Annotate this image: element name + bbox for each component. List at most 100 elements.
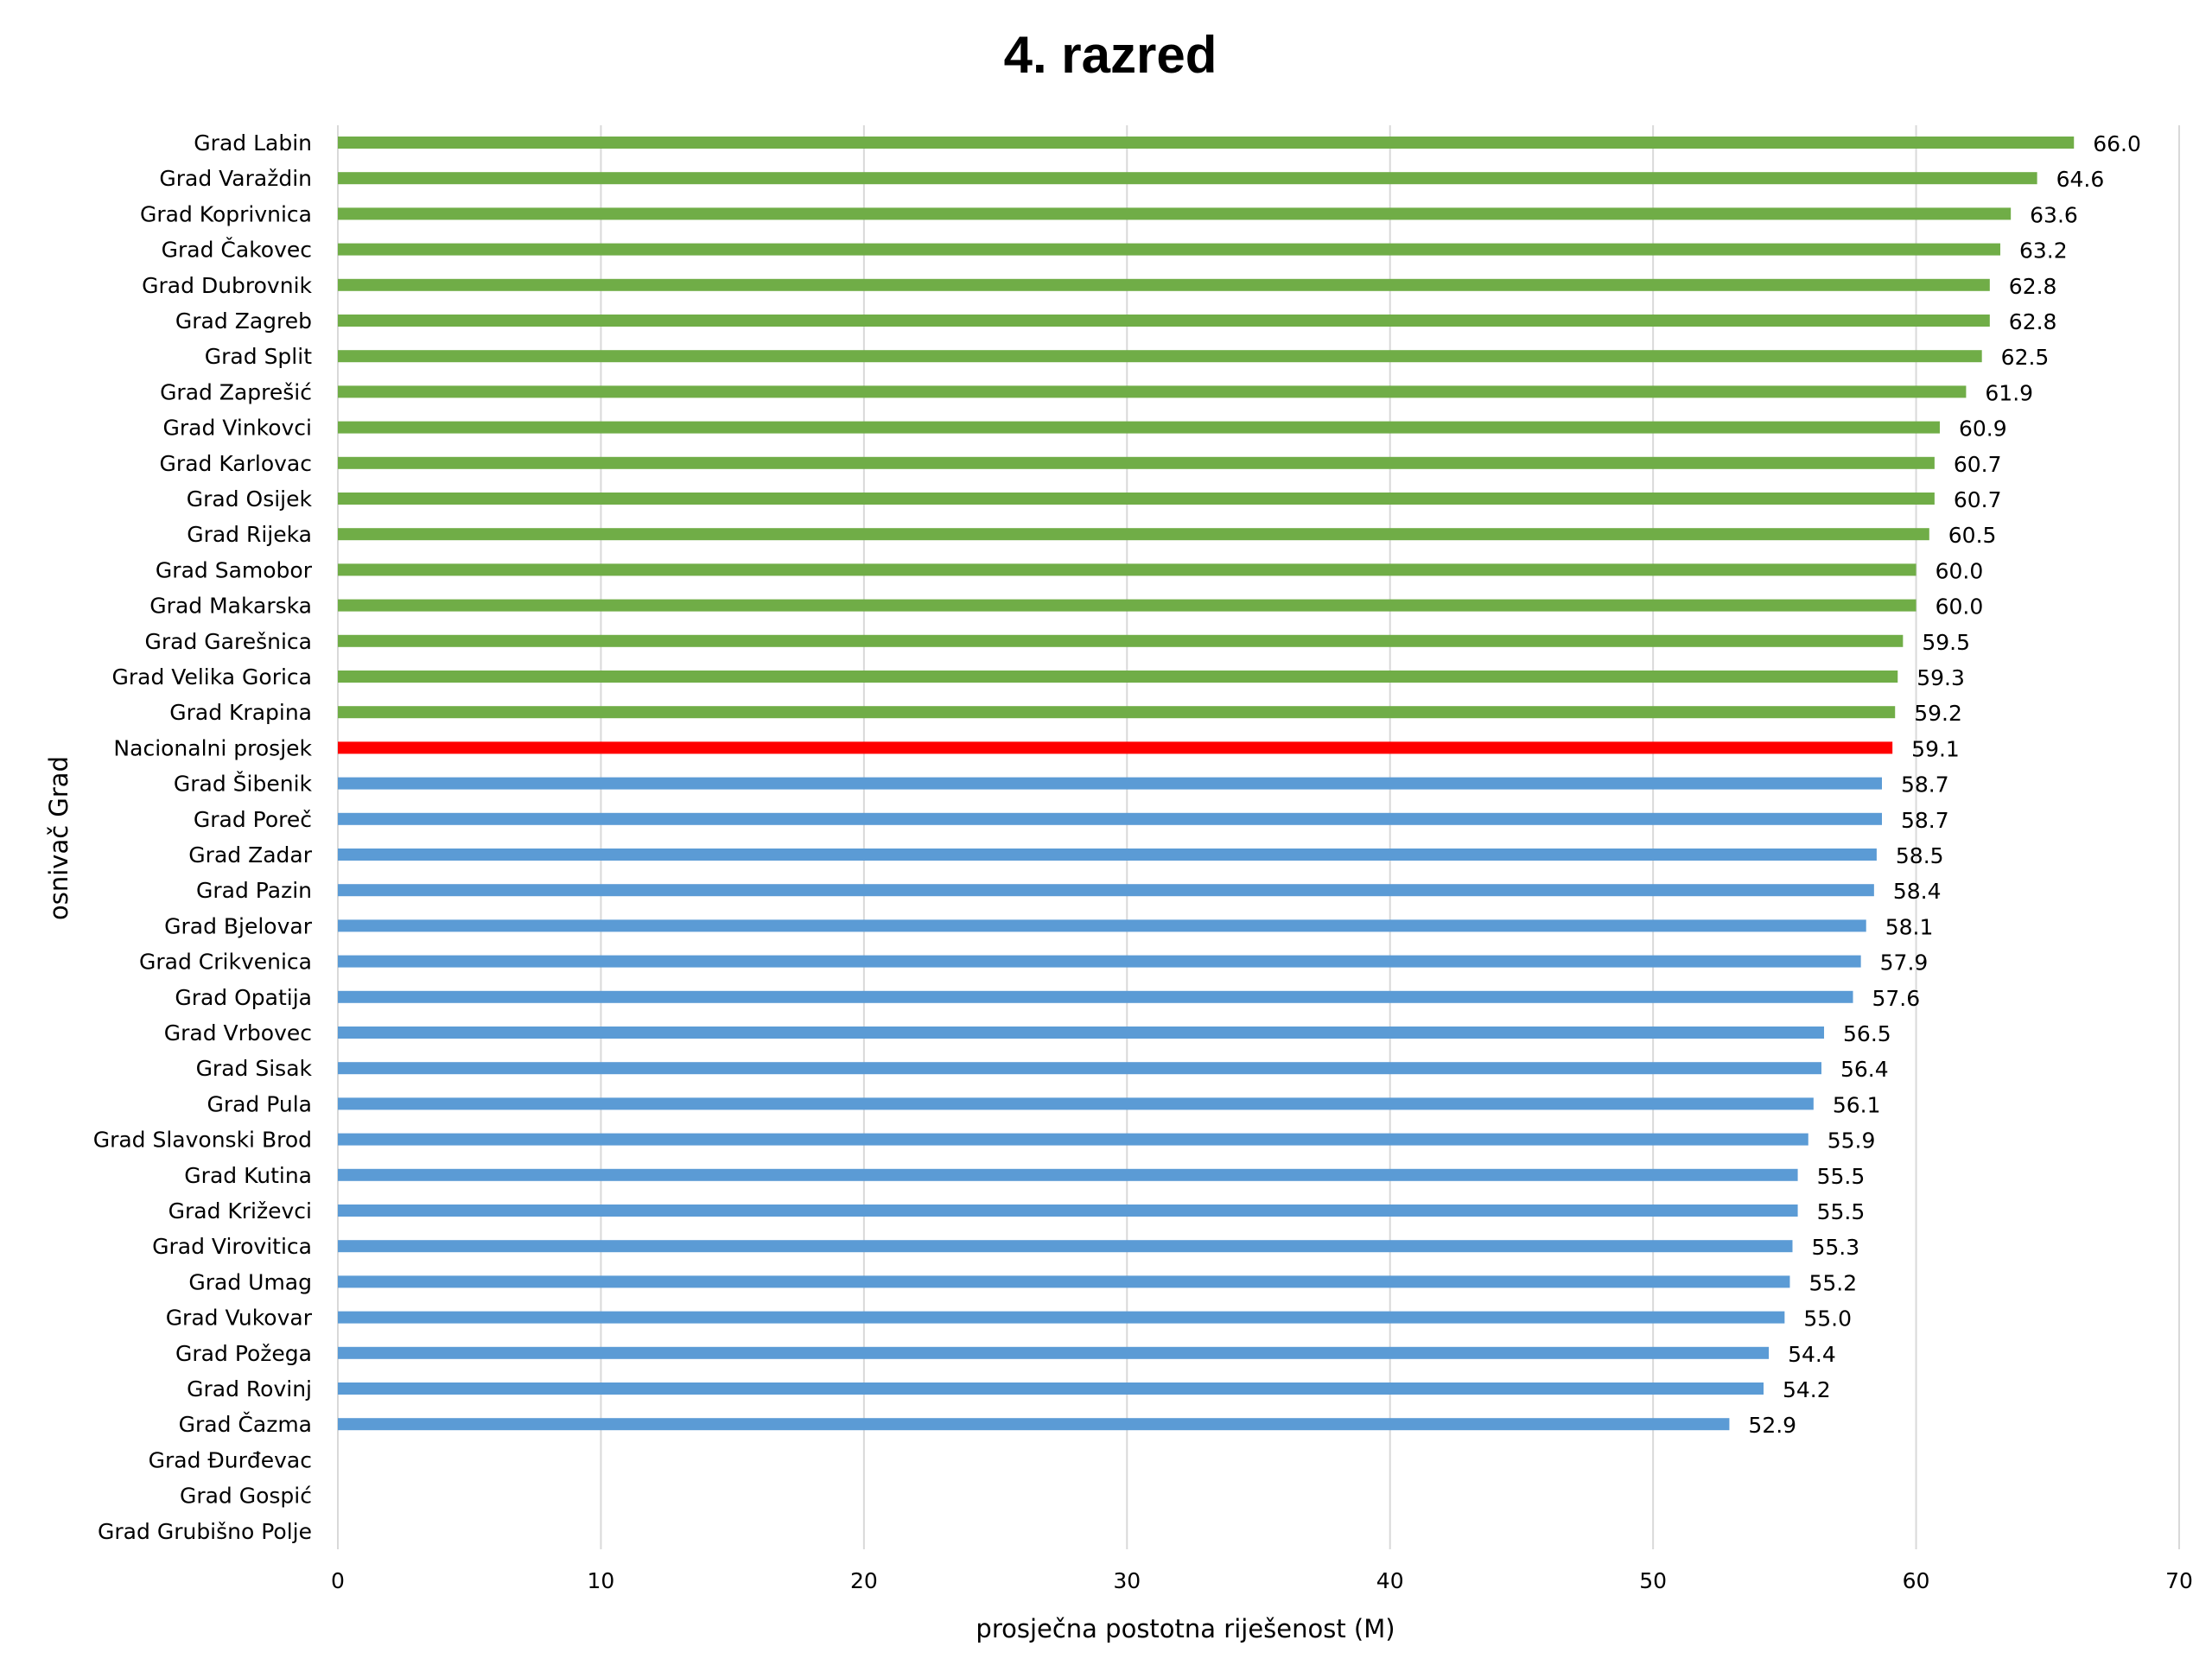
data-label: 54.4 [1788,1342,1836,1367]
data-label: 58.1 [1885,914,1934,939]
bar [338,350,1982,363]
data-label: 62.5 [2001,345,2050,370]
bar [338,563,1916,576]
bar [338,137,2075,149]
x-tick-label: 50 [1639,1568,1667,1593]
category-label: Grad Osijek [187,486,313,512]
x-tick-labels: 0 10 20 30 40 50 60 70 [331,1568,2193,1593]
data-label: 56.1 [1833,1092,1881,1117]
x-tick-label: 40 [1376,1568,1404,1593]
y-axis-title: osnivač Grad [44,756,73,920]
category-label: Grad Pazin [196,878,312,903]
data-label: 62.8 [2009,274,2057,299]
category-label: Grad Opatija [175,985,312,1010]
bar [338,1311,1785,1324]
bar [338,777,1882,790]
bar [338,1205,1798,1217]
data-label: 54.2 [1783,1377,1831,1402]
data-label: 55.5 [1817,1164,1866,1189]
x-tick-label: 0 [331,1568,345,1593]
category-label: Grad Poreč [194,807,312,832]
x-tick-label: 10 [588,1568,615,1593]
x-tick-label: 70 [2165,1568,2193,1593]
data-label: 63.6 [2030,202,2078,227]
category-label: Grad Šibenik [174,771,313,797]
category-label: Grad Virovitica [152,1234,312,1259]
category-label: Grad Garešnica [145,629,312,654]
chart-title: 4. razred [1004,26,1217,84]
data-label: 63.2 [2019,238,2068,264]
category-label: Grad Dubrovnik [142,273,312,298]
category-label: Nacionalni prosjek [113,735,312,760]
data-label: 60.0 [1936,558,1984,583]
bar [338,1168,1798,1181]
category-label: Grad Bjelovar [164,913,313,938]
data-label: 58.7 [1901,772,1949,798]
data-label: 56.4 [1840,1057,1889,1082]
category-label: Grad Gospić [180,1484,312,1509]
data-label: 60.0 [1936,594,1984,620]
data-label: 59.3 [1916,665,1965,690]
data-label: 55.5 [1817,1199,1866,1224]
category-label: Grad Karlovac [160,451,312,476]
data-label: 60.9 [1959,416,2007,442]
x-axis-title: prosječna postotna riješenost (M) [976,1614,1395,1643]
category-label: Grad Vukovar [166,1306,313,1331]
data-label: 64.6 [2056,167,2105,192]
data-label: 55.9 [1827,1128,1876,1154]
data-label: 59.1 [1911,736,1960,761]
bar [338,493,1935,505]
category-label: Grad Velika Gorica [112,664,312,690]
category-label: Grad Split [205,344,312,369]
bar [338,1346,1770,1359]
bar [338,1062,1821,1075]
data-label: 58.7 [1901,808,1949,833]
data-label: 57.9 [1880,950,1929,976]
category-label: Grad Zagreb [175,308,312,334]
category-label: Grad Grubišno Polje [98,1519,312,1544]
bar [338,243,2000,256]
category-label: Grad Vinkovci [163,416,313,441]
bar [338,849,1877,861]
x-tick-label: 60 [1903,1568,1930,1593]
data-label: 60.7 [1954,452,2002,477]
data-label: 56.5 [1843,1021,1891,1046]
category-labels: Grad Labin Grad Varaždin Grad Koprivnica Gr… [93,130,313,1544]
category-label: Grad Makarska [149,594,312,619]
bar [338,706,1896,719]
bar [338,528,1929,541]
data-label: 59.5 [1922,630,1970,655]
data-label: 60.5 [1948,523,1997,548]
category-label: Grad Pula [207,1091,312,1116]
gridlines [337,125,2180,1549]
category-label: Grad Đurđevac [149,1447,312,1472]
category-label: Grad Samobor [156,557,313,582]
data-label: 60.7 [1954,487,2002,512]
bar [338,315,1990,327]
category-label: Grad Crikvenica [139,950,312,975]
category-label: Grad Koprivnica [140,201,312,226]
data-label: 55.3 [1811,1235,1859,1260]
x-tick-label: 30 [1113,1568,1141,1593]
category-label: Grad Vrbovec [164,1020,312,1046]
data-label: 61.9 [1985,380,2033,405]
data-label: 52.9 [1748,1413,1796,1438]
bar [338,172,2037,185]
category-label: Grad Zadar [188,842,312,868]
bar [338,1097,1814,1110]
category-label: Grad Slavonski Brod [93,1128,312,1153]
data-label: 55.0 [1803,1306,1852,1332]
bar [338,278,1990,291]
data-label: 66.0 [2093,131,2141,156]
category-label: Grad Zaprešić [160,379,312,404]
bar [338,990,1853,1003]
bar [338,812,1882,825]
category-label: Grad Kutina [184,1163,312,1188]
category-label: Grad Požega [175,1341,312,1366]
data-label: 62.8 [2009,309,2057,334]
category-label: Grad Varaždin [159,166,312,191]
bar [338,671,1898,683]
bars [338,137,2075,1431]
